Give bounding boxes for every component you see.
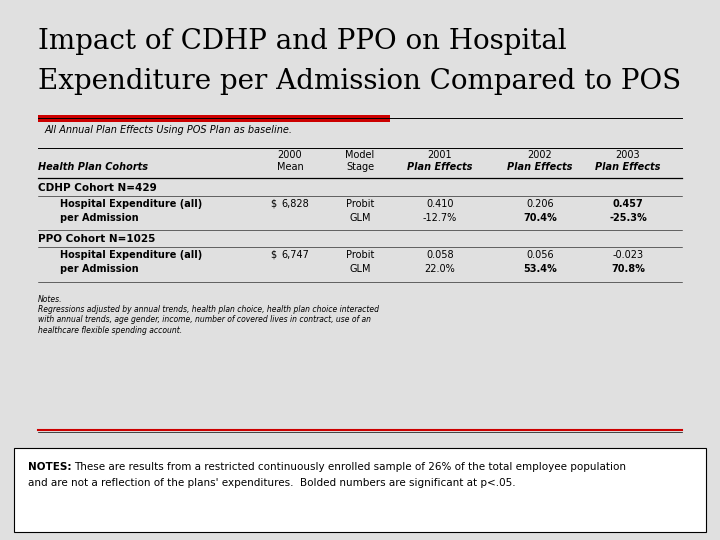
Text: 70.4%: 70.4% xyxy=(523,213,557,223)
Text: 22.0%: 22.0% xyxy=(425,264,455,274)
Text: Regressions adjusted by annual trends, health plan choice, health plan choice in: Regressions adjusted by annual trends, h… xyxy=(38,305,379,335)
Text: Plan Effects: Plan Effects xyxy=(508,162,572,172)
Text: Notes.: Notes. xyxy=(38,295,63,304)
Text: -0.023: -0.023 xyxy=(613,250,644,260)
Text: Probit: Probit xyxy=(346,250,374,260)
Text: Health Plan Cohorts: Health Plan Cohorts xyxy=(38,162,148,172)
Text: 0.457: 0.457 xyxy=(613,199,644,209)
Text: $: $ xyxy=(270,250,276,260)
Text: -25.3%: -25.3% xyxy=(609,213,647,223)
Text: All Annual Plan Effects Using POS Plan as baseline.: All Annual Plan Effects Using POS Plan a… xyxy=(45,125,293,135)
Text: 2003: 2003 xyxy=(616,150,640,160)
Text: Impact of CDHP and PPO on Hospital: Impact of CDHP and PPO on Hospital xyxy=(38,28,567,55)
Text: 53.4%: 53.4% xyxy=(523,264,557,274)
Text: Expenditure per Admission Compared to POS: Expenditure per Admission Compared to PO… xyxy=(38,68,681,95)
Text: GLM: GLM xyxy=(349,213,371,223)
Text: GLM: GLM xyxy=(349,264,371,274)
Text: 2000: 2000 xyxy=(278,150,302,160)
Text: Hospital Expenditure (all): Hospital Expenditure (all) xyxy=(60,199,202,209)
Text: Model: Model xyxy=(346,150,374,160)
Text: 70.8%: 70.8% xyxy=(611,264,645,274)
Text: 2001: 2001 xyxy=(428,150,452,160)
Text: Plan Effects: Plan Effects xyxy=(408,162,473,172)
Bar xyxy=(14,448,706,532)
Text: and are not a reflection of the plans' expenditures.  Bolded numbers are signifi: and are not a reflection of the plans' e… xyxy=(28,478,516,488)
Text: 0.410: 0.410 xyxy=(426,199,454,209)
Text: 0.056: 0.056 xyxy=(526,250,554,260)
Text: NOTES:: NOTES: xyxy=(28,462,71,472)
Text: 0.206: 0.206 xyxy=(526,199,554,209)
Text: Stage: Stage xyxy=(346,162,374,172)
Text: These are results from a restricted continuously enrolled sample of 26% of the t: These are results from a restricted cont… xyxy=(74,462,626,472)
Text: 0.058: 0.058 xyxy=(426,250,454,260)
Text: per Admission: per Admission xyxy=(60,213,139,223)
Text: Probit: Probit xyxy=(346,199,374,209)
Text: 2002: 2002 xyxy=(528,150,552,160)
Bar xyxy=(38,115,390,122)
Text: PPO Cohort N=1025: PPO Cohort N=1025 xyxy=(38,234,156,244)
Text: 6,747: 6,747 xyxy=(281,250,309,260)
Text: Mean: Mean xyxy=(276,162,303,172)
Text: 6,828: 6,828 xyxy=(281,199,309,209)
Text: CDHP Cohort N=429: CDHP Cohort N=429 xyxy=(38,183,157,193)
Text: $: $ xyxy=(270,199,276,209)
Text: Plan Effects: Plan Effects xyxy=(595,162,661,172)
Text: Hospital Expenditure (all): Hospital Expenditure (all) xyxy=(60,250,202,260)
Text: per Admission: per Admission xyxy=(60,264,139,274)
Text: -12.7%: -12.7% xyxy=(423,213,457,223)
